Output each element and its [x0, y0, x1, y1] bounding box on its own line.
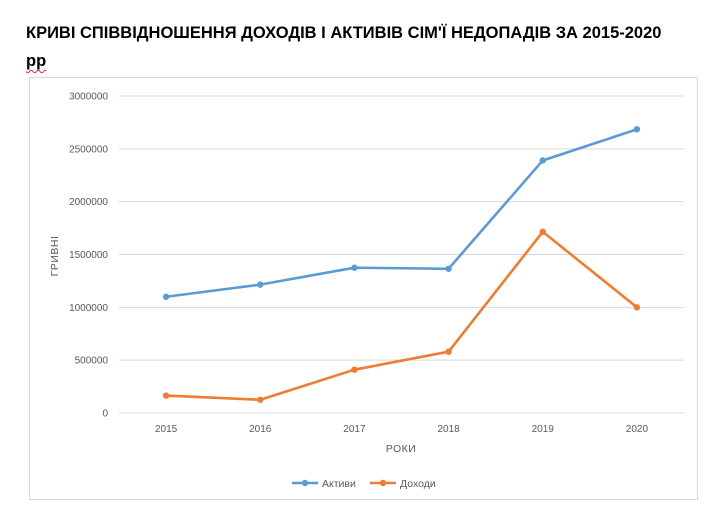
- x-tick-label: 2016: [249, 424, 272, 435]
- data-point: [445, 265, 452, 272]
- data-point: [633, 126, 641, 133]
- x-axis-label: РОКИ: [386, 443, 417, 455]
- legend-label: Доходи: [400, 478, 436, 490]
- x-tick-label: 2015: [155, 424, 178, 435]
- gridlines: [119, 95, 684, 414]
- y-axis-ticks: 0 500000 1000000 1500000 2000000 2500000 30000…: [69, 92, 108, 420]
- chart-title: КРИВІ СПІВВІДНОШЕННЯ ДОХОДІВ І АКТИВІВ С…: [26, 19, 696, 75]
- y-tick-label: 2000000: [69, 197, 108, 208]
- legend-item: Доходи: [370, 478, 436, 490]
- series-1: [162, 126, 641, 300]
- y-tick-label: 2500000: [69, 144, 108, 155]
- series-line: [164, 127, 639, 299]
- y-tick-label: 3000000: [69, 92, 108, 103]
- y-tick-label: 0: [102, 409, 108, 420]
- data-point: [539, 157, 546, 164]
- series-lines: [162, 126, 641, 403]
- x-axis-ticks: 2015 2016 2017 2018 2019 2020: [155, 424, 649, 435]
- x-tick-label: 2019: [532, 424, 555, 435]
- data-point: [257, 281, 264, 288]
- y-tick-label: 500000: [75, 356, 109, 367]
- chart-title-line2: рр: [26, 52, 47, 70]
- series-line: [164, 230, 639, 402]
- data-point: [351, 366, 358, 373]
- data-point: [162, 293, 170, 300]
- data-point: [633, 304, 641, 311]
- y-axis-label: ГРИВНІ: [49, 236, 61, 277]
- x-tick-label: 2017: [343, 424, 366, 435]
- x-tick-label: 2018: [437, 424, 460, 435]
- legend: Активи Доходи: [292, 478, 436, 490]
- y-tick-label: 1000000: [69, 303, 108, 314]
- legend-marker: [301, 479, 309, 487]
- data-point: [162, 392, 170, 399]
- legend-item: Активи: [292, 478, 356, 490]
- series-2: [162, 228, 641, 403]
- data-point: [351, 264, 358, 271]
- chart-title-line1: КРИВІ СПІВВІДНОШЕННЯ ДОХОДІВ І АКТИВІВ С…: [26, 24, 662, 42]
- data-point: [257, 396, 264, 403]
- legend-marker: [379, 479, 387, 487]
- y-tick-label: 1500000: [69, 250, 108, 261]
- legend-label: Активи: [322, 478, 356, 490]
- x-tick-label: 2020: [626, 424, 649, 435]
- data-point: [445, 348, 452, 355]
- data-point: [539, 228, 546, 235]
- chart-area: [29, 77, 698, 500]
